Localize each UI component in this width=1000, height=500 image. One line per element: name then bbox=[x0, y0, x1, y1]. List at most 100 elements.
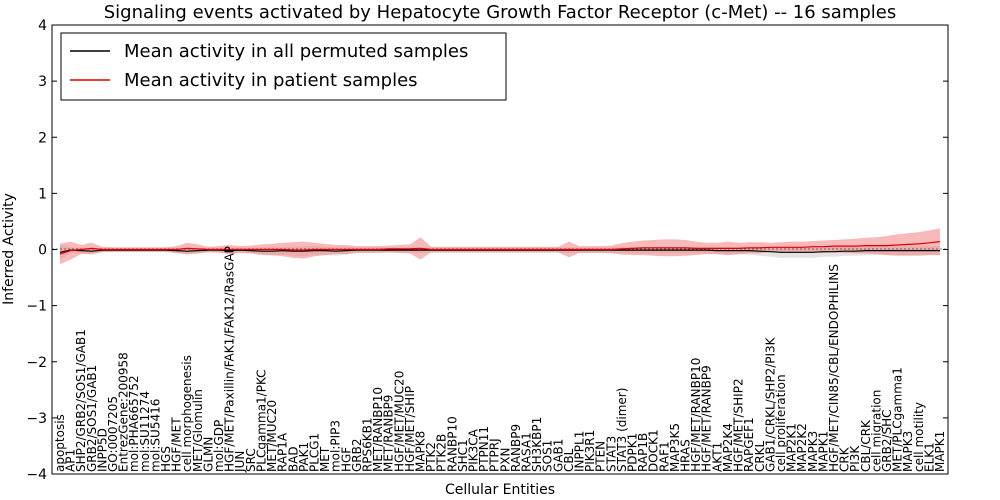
x-tick-label: cell proliferation bbox=[774, 374, 788, 472]
y-tick-label: 1 bbox=[38, 186, 47, 202]
x-tick-label: cell motility bbox=[912, 402, 926, 472]
x-tick-label: CBL/CRK bbox=[859, 419, 873, 472]
x-tick-label: mol:GDP bbox=[212, 420, 226, 472]
x-tick-label: mol:SU11274 bbox=[138, 391, 152, 472]
x-tick-label: apoptosis bbox=[53, 414, 67, 472]
x-tick-label: MET/MUC20 bbox=[265, 400, 279, 472]
y-axis-label: Inferred Activity bbox=[1, 193, 17, 305]
legend: Mean activity in all permuted samples Me… bbox=[60, 32, 507, 101]
x-tick-label: PTK2B bbox=[435, 434, 449, 472]
x-tick-label: GRB2/SHC bbox=[880, 409, 894, 472]
y-tick-label: −1 bbox=[26, 299, 47, 315]
x-tick-label: HRAS bbox=[679, 439, 693, 472]
patient-mean-line bbox=[59, 241, 941, 255]
x-tick-label: PI3K bbox=[848, 445, 862, 472]
x-tick-label: GRB2 bbox=[350, 439, 364, 473]
x-tick-label: SH3KBP1 bbox=[530, 417, 544, 472]
x-tick-label: AKT1 bbox=[710, 442, 724, 472]
x-tick-label: RAF1 bbox=[657, 441, 671, 472]
x-tick-label: PTK2 bbox=[424, 442, 438, 472]
x-tick-label: GO:0007205 bbox=[106, 396, 120, 472]
x-tick-label: MAPK3 bbox=[806, 431, 820, 472]
x-tick-label: SRC bbox=[244, 448, 258, 472]
x-tick-label: PTPN11 bbox=[477, 426, 491, 472]
x-tick-label: PTEN bbox=[594, 441, 608, 472]
x-tick-label: HGF/MET/RANBP9 bbox=[700, 365, 714, 472]
x-tick-labels: apoptosisAP1SHP2/GRB2/SOS1/GAB1GRB2/SOS1… bbox=[53, 246, 947, 473]
x-tick-label: PLCgamma1/PKC bbox=[254, 369, 268, 472]
series-lines bbox=[59, 241, 941, 255]
x-tick-label: GRB2/SOS1/GAB1 bbox=[85, 365, 99, 472]
x-tick-label: HGF/MET/RANBP10 bbox=[689, 358, 703, 472]
x-tick-label: SHP2/GRB2/SOS1/GAB1 bbox=[74, 329, 88, 472]
patient-band bbox=[60, 228, 940, 265]
x-tick-label: MAP2K4 bbox=[721, 423, 735, 472]
x-tick-label: MET bbox=[318, 446, 332, 472]
x-tick-label: PIK3R1 bbox=[583, 430, 597, 472]
x-tick-label: PLCG1 bbox=[308, 433, 322, 472]
x-tick-label: RPS6KB1 bbox=[361, 417, 375, 472]
x-tick-label: MAP3K5 bbox=[668, 423, 682, 472]
x-tick-label: ELK1 bbox=[922, 442, 936, 472]
y-tick-label: 0 bbox=[38, 243, 47, 259]
y-tick-label: −2 bbox=[26, 355, 47, 371]
x-tick-label: HGF/MET bbox=[170, 417, 184, 472]
x-tick-label: BAD bbox=[286, 446, 300, 472]
x-tick-label: HGF/MET/CIN85/CBL/ENDOPHILINS bbox=[827, 264, 841, 472]
x-tick-label: DOCK1 bbox=[647, 429, 661, 472]
x-tick-label: RAP1B bbox=[636, 433, 650, 472]
x-tick-label: INPPL1 bbox=[573, 431, 587, 472]
x-tick-label: HGF/MET/SHIP2 bbox=[732, 378, 746, 472]
x-tick-label: STAT3 bbox=[604, 436, 618, 472]
x-tick-label: CRK bbox=[838, 446, 852, 472]
x-tick-label: MAPK8 bbox=[414, 431, 428, 472]
x-tick-label: PDPK1 bbox=[626, 433, 640, 472]
x-tick-label: HGS bbox=[159, 446, 173, 472]
x-tick-label: MET/RANBP9 bbox=[382, 395, 396, 472]
x-tick-label: MET/PLCgamma1 bbox=[891, 367, 905, 472]
x-tick-label: HGF/MET/MUC20 bbox=[392, 371, 406, 472]
x-tick-label: SHC1 bbox=[456, 439, 470, 472]
x-tick-label: cell migration bbox=[869, 390, 883, 472]
x-tick-label: RANBP10 bbox=[445, 416, 459, 472]
y-tick-label: 3 bbox=[38, 74, 47, 90]
legend-label-patient: Mean activity in patient samples bbox=[124, 70, 418, 91]
confidence-bands bbox=[60, 228, 940, 265]
x-tick-label: MAP2K2 bbox=[795, 423, 809, 472]
x-tick-label: CBL bbox=[562, 448, 576, 472]
x-tick-label: RAP1A bbox=[276, 432, 290, 472]
x-tick-label: MET/RANBP10 bbox=[371, 387, 385, 472]
x-tick-label: MAPK1 bbox=[816, 431, 830, 472]
x-tick-label: cell morphogenesis bbox=[180, 355, 194, 472]
x-tick-label: RAPGEF1 bbox=[742, 417, 756, 472]
y-tick-label: 4 bbox=[38, 18, 47, 34]
y-axis: −4 −3 −2 −1 0 1 2 3 4 bbox=[26, 18, 948, 483]
x-tick-label: MAPK1 bbox=[933, 431, 947, 472]
x-tick-label: GAB1 bbox=[551, 439, 565, 472]
x-tick-label: GAB1/CRKL/SHP2/PI3K bbox=[763, 336, 777, 472]
x-tick-label: HGF bbox=[339, 447, 353, 472]
chart-title: Signaling events activated by Hepatocyte… bbox=[104, 2, 897, 23]
x-tick-label: SOS1 bbox=[541, 440, 555, 472]
legend-box bbox=[60, 32, 507, 101]
x-tick-label: JUN bbox=[233, 451, 247, 473]
x-tick-label: AP1 bbox=[64, 449, 78, 472]
x-tick-label: CRKL bbox=[753, 440, 767, 472]
x-tick-label: EntrezGene:200958 bbox=[117, 352, 131, 472]
y-tick-label: 2 bbox=[38, 130, 47, 146]
x-axis-label: Cellular Entities bbox=[445, 482, 555, 498]
x-tick-label: PTPRJ bbox=[488, 438, 502, 472]
y-tick-label: −4 bbox=[26, 467, 47, 483]
y-tick-label: −3 bbox=[26, 411, 47, 427]
x-tick-label: MET/Glomulin bbox=[191, 389, 205, 472]
x-tick-label: RANBP9 bbox=[509, 424, 523, 472]
x-tick-label: HGF/MET/SHIP bbox=[403, 386, 417, 472]
x-tick-label: PIK3CA bbox=[467, 428, 481, 472]
x-tick-label: PXN bbox=[498, 448, 512, 472]
x-tick-label: PAK1 bbox=[297, 442, 311, 472]
x-tick-label: RASA1 bbox=[520, 432, 534, 472]
x-tick-label: MAP2K1 bbox=[785, 423, 799, 472]
x-tick-label: mol:PIP3 bbox=[329, 420, 343, 472]
x-tick-label: MAPK3 bbox=[901, 431, 915, 472]
